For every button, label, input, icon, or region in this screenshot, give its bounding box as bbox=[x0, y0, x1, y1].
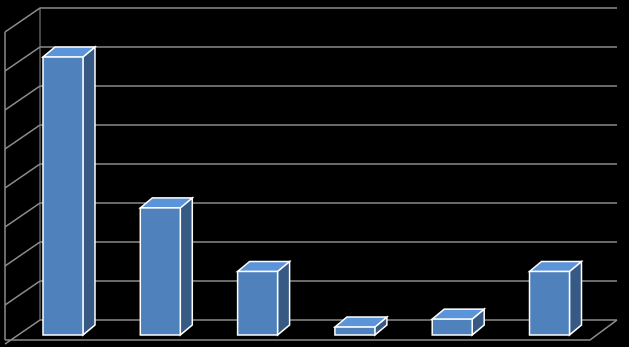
grid-line bbox=[4, 241, 617, 267]
grid-line bbox=[4, 85, 617, 111]
bar bbox=[139, 207, 182, 336]
bar bbox=[236, 270, 279, 336]
floor-edge bbox=[5, 319, 618, 341]
bar-side bbox=[276, 259, 291, 337]
bar-side bbox=[82, 45, 96, 337]
grid-line bbox=[4, 319, 617, 345]
grid-line bbox=[4, 163, 617, 189]
bar bbox=[431, 318, 473, 336]
bar bbox=[528, 270, 571, 336]
bar bbox=[334, 326, 376, 336]
grid-line bbox=[4, 124, 617, 150]
bar-side bbox=[179, 196, 194, 337]
grid-line bbox=[4, 202, 617, 228]
bar bbox=[42, 56, 84, 336]
grid-line bbox=[4, 7, 617, 33]
grid-line bbox=[4, 280, 617, 306]
bar-side bbox=[568, 259, 583, 337]
grid-line bbox=[4, 46, 617, 72]
